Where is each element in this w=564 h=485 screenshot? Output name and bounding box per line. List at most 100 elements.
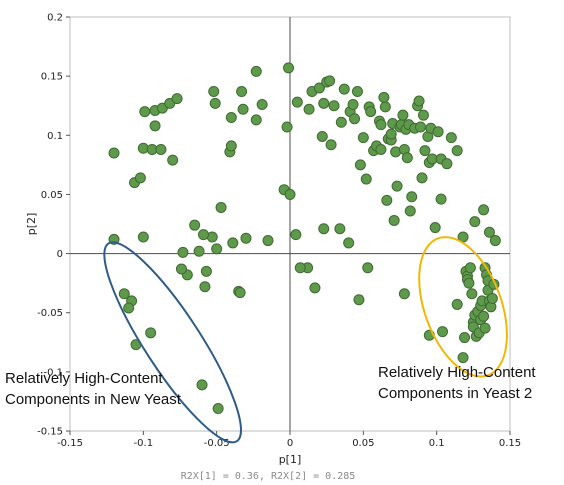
data-point	[281, 121, 293, 133]
data-point	[225, 112, 237, 124]
region-label: Components in Yeast 2	[378, 385, 532, 402]
data-point	[451, 298, 463, 310]
data-point	[197, 229, 209, 241]
data-point	[419, 145, 431, 157]
data-point	[381, 194, 393, 206]
x-tick-label: 0.05	[352, 438, 374, 449]
y-tick-label: -0.15	[37, 427, 63, 438]
data-point	[441, 158, 453, 170]
data-point	[175, 263, 187, 275]
region-label: Relatively High-Content	[378, 364, 536, 381]
data-point	[391, 180, 403, 192]
data-point	[123, 302, 135, 314]
data-point	[338, 83, 350, 95]
x-tick-label: 0	[287, 438, 293, 449]
data-point	[283, 62, 295, 74]
y-axis-title: p[2]	[25, 213, 38, 236]
x-tick-label: 0.15	[499, 438, 521, 449]
data-point	[134, 172, 146, 184]
data-point	[335, 116, 347, 128]
data-point	[294, 262, 306, 274]
data-point	[167, 154, 179, 166]
data-point	[437, 326, 449, 338]
highlight-ellipse	[103, 241, 242, 444]
data-point	[145, 327, 157, 339]
data-point	[149, 120, 161, 132]
data-point	[478, 204, 490, 216]
data-point	[401, 152, 413, 164]
data-point	[489, 235, 501, 247]
data-point	[316, 130, 328, 142]
data-point	[432, 126, 444, 138]
data-point	[385, 128, 397, 140]
data-point	[208, 86, 220, 98]
data-point	[309, 282, 321, 294]
data-point	[486, 293, 498, 305]
x-tick-label: -0.05	[204, 438, 230, 449]
data-point	[108, 147, 120, 159]
model-fit-footer: R2X[1] = 0.36, R2X[2] = 0.285	[181, 471, 356, 482]
x-tick-label: -0.15	[57, 438, 83, 449]
data-point	[349, 113, 361, 125]
data-point	[234, 287, 246, 299]
data-point	[250, 114, 262, 126]
region-label: Components in New Yeast	[5, 391, 182, 408]
data-points	[108, 62, 501, 415]
data-point	[118, 288, 130, 300]
zero-lines	[70, 17, 510, 431]
data-point	[435, 193, 447, 205]
data-point	[237, 103, 249, 115]
data-point	[139, 106, 151, 118]
data-point	[429, 222, 441, 234]
data-point	[379, 101, 391, 113]
data-point	[324, 75, 336, 87]
data-point	[466, 288, 478, 300]
x-tick-label: -0.1	[134, 438, 154, 449]
data-point	[351, 86, 363, 98]
data-point	[236, 86, 248, 98]
data-point	[290, 229, 302, 241]
data-point	[209, 97, 221, 109]
data-point	[334, 223, 346, 235]
data-point	[318, 97, 330, 109]
data-point	[177, 246, 189, 258]
data-point	[375, 119, 387, 131]
data-point	[463, 277, 475, 289]
data-point	[199, 281, 211, 293]
data-point	[137, 231, 149, 243]
data-point	[378, 91, 390, 103]
data-point	[256, 99, 268, 111]
data-point	[303, 103, 315, 115]
y-tick-label: 0.1	[47, 131, 63, 142]
data-point	[189, 219, 201, 231]
data-point	[365, 106, 377, 118]
data-point	[398, 288, 410, 300]
y-axis-ticks: -0.15 -0.1 -0.05 0 0.05 0.1 0.15 0.2	[37, 13, 70, 438]
y-tick-label: 0.15	[41, 72, 63, 83]
data-point	[250, 65, 262, 77]
data-point	[459, 332, 471, 344]
y-tick-label: -0.1	[43, 367, 63, 378]
data-point	[404, 205, 416, 217]
data-point	[445, 132, 457, 144]
data-point	[328, 100, 340, 112]
data-point	[343, 237, 355, 249]
data-point	[464, 262, 476, 274]
data-point	[362, 262, 374, 274]
y-tick-label: 0	[57, 249, 63, 260]
data-point	[325, 139, 337, 151]
data-point	[225, 140, 237, 152]
data-point	[469, 216, 481, 228]
data-point	[227, 237, 239, 249]
data-point	[457, 352, 469, 364]
data-point	[451, 145, 463, 157]
data-point	[415, 121, 427, 133]
data-point	[155, 143, 167, 155]
data-point	[397, 109, 409, 121]
data-point	[357, 132, 369, 144]
data-point	[406, 191, 418, 203]
region-label: Relatively High-Content	[5, 370, 163, 387]
data-point	[262, 235, 274, 247]
data-point	[483, 226, 495, 238]
data-point	[240, 232, 252, 244]
